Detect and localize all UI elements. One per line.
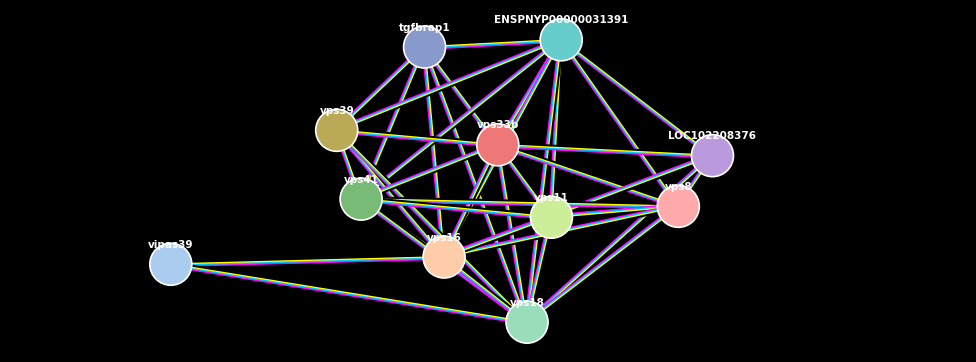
Ellipse shape [340,178,383,220]
Text: vps41: vps41 [344,174,379,185]
Text: vps18: vps18 [509,298,545,308]
Ellipse shape [657,185,700,227]
Ellipse shape [315,109,358,151]
Text: vipas39: vipas39 [148,240,193,250]
Text: vps11: vps11 [534,193,569,203]
Text: vps16: vps16 [427,232,462,243]
Text: vps39: vps39 [319,106,354,116]
Ellipse shape [506,301,549,343]
Text: tgfbrap1: tgfbrap1 [399,22,450,33]
Text: LOC102208376: LOC102208376 [669,131,756,141]
Ellipse shape [149,243,192,285]
Ellipse shape [423,236,466,278]
Text: vps33b: vps33b [476,120,519,130]
Ellipse shape [476,124,519,166]
Ellipse shape [403,26,446,68]
Ellipse shape [540,19,583,61]
Ellipse shape [691,135,734,177]
Text: ENSPNYP00000031391: ENSPNYP00000031391 [494,15,629,25]
Ellipse shape [530,196,573,238]
Text: vps8: vps8 [665,182,692,192]
